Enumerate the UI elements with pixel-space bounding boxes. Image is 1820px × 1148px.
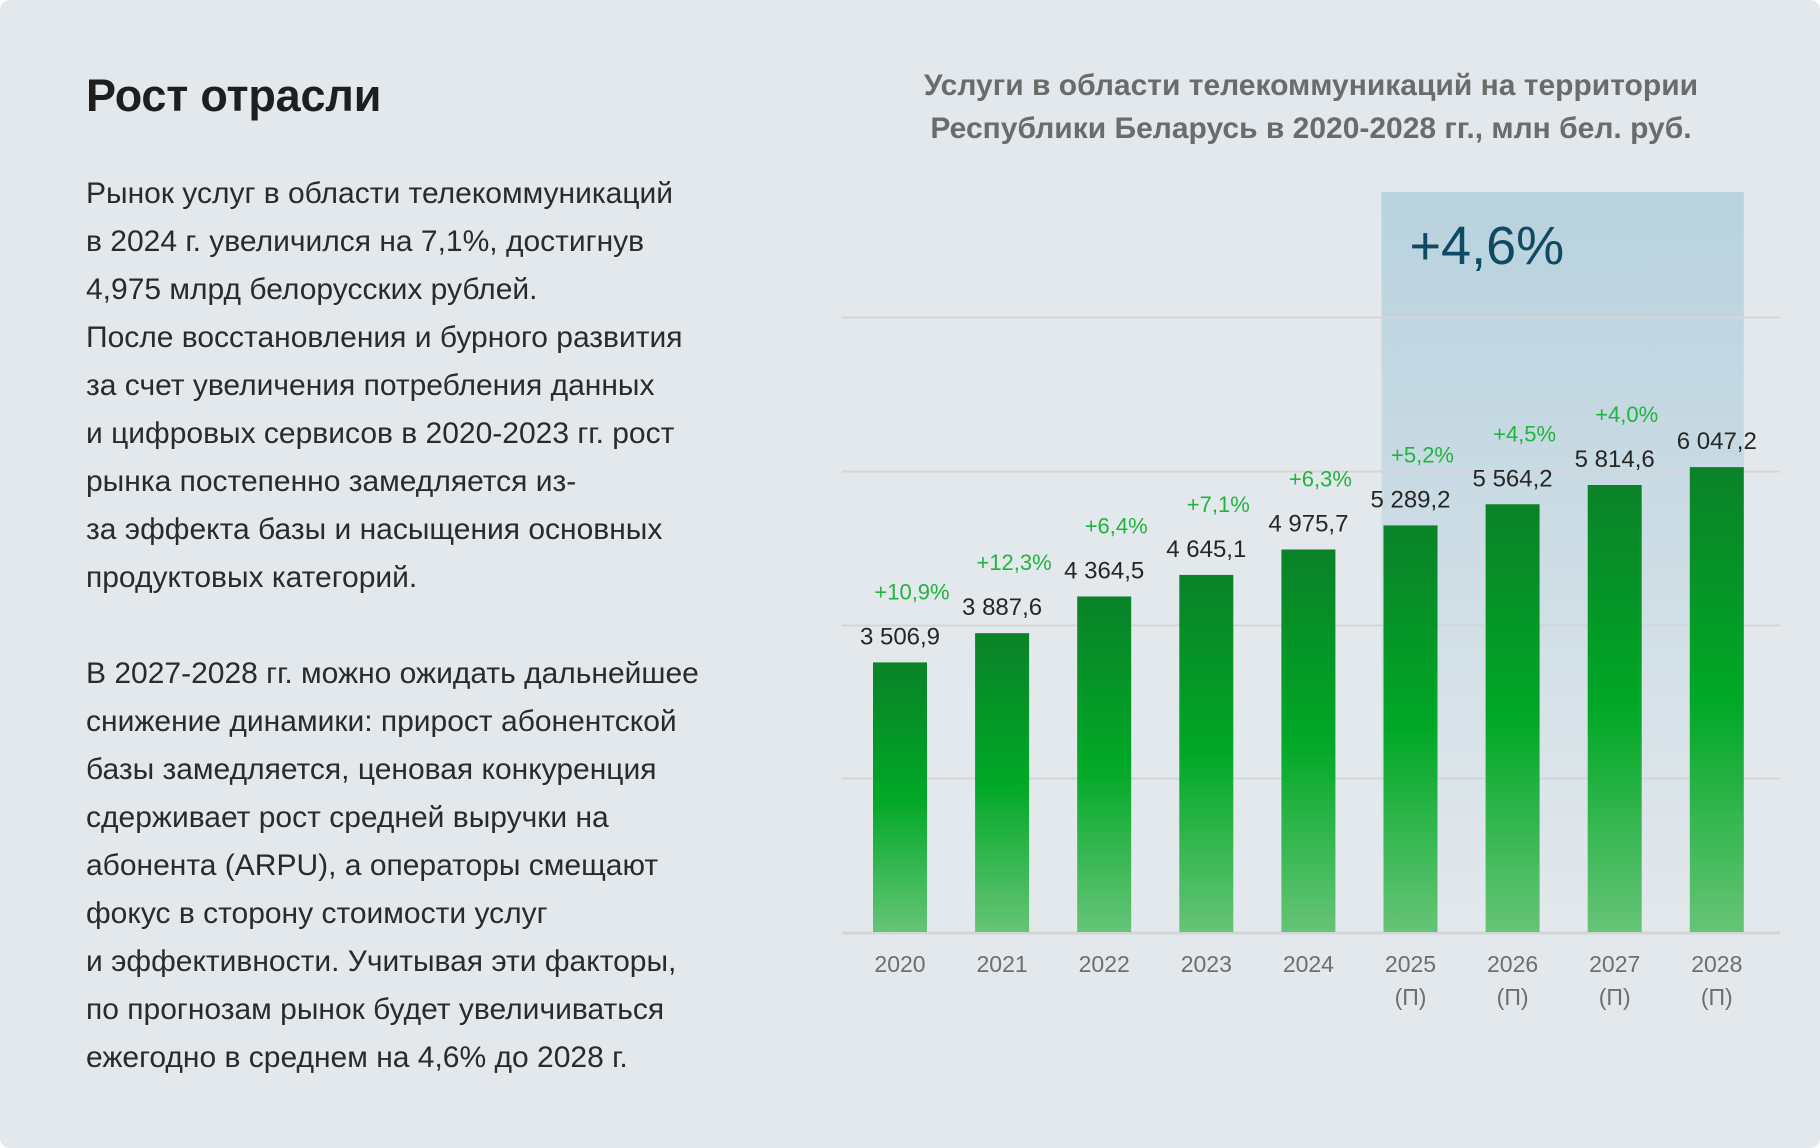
value-label: 5 564,2 xyxy=(1473,465,1553,492)
text-line: базы замедляется, ценовая конкуренция xyxy=(86,753,657,786)
value-label: 6 047,2 xyxy=(1677,428,1757,455)
text-line: за счет увеличения потребления данных xyxy=(86,369,655,402)
growth-label: +6,4% xyxy=(1085,513,1148,538)
bar-2021 xyxy=(975,633,1030,932)
value-label: 3 506,9 xyxy=(860,623,940,650)
text-line: абонента (ARPU), а операторы смещают xyxy=(86,849,659,882)
chart-title-line: Республики Беларусь в 2020-2028 гг., млн… xyxy=(930,112,1692,145)
x-tick-label: 2020 xyxy=(874,951,925,977)
x-tick-label: 2021 xyxy=(977,951,1028,977)
bar-2028 xyxy=(1689,467,1744,932)
forecast-highlight-region xyxy=(1381,192,1744,932)
text-line: Рынок услуг в области телекоммуникаций xyxy=(86,177,674,210)
x-tick-label: 2023 xyxy=(1181,951,1232,977)
text-line: В 2027-2028 гг. можно ожидать дальнейшее xyxy=(86,657,699,690)
value-label: 3 887,6 xyxy=(962,594,1042,621)
paragraph-growth-summary: Рынок услуг в области телекоммуникаций в… xyxy=(86,170,806,602)
text-line: и эффективности. Учитывая эти факторы, xyxy=(86,945,677,978)
value-label: 5 814,6 xyxy=(1575,446,1655,473)
x-tick-sublabel: (П) xyxy=(1599,984,1631,1010)
paragraph-forecast: В 2027-2028 гг. можно ожидать дальнейшее… xyxy=(86,650,806,1082)
text-line: фокус в сторону стоимости услуг xyxy=(86,897,548,930)
forecast-cagr-label: +4,6% xyxy=(1410,216,1565,276)
text-line: в 2024 г. увеличился на 7,1%, достигнув xyxy=(86,225,645,258)
x-tick-label: 2024 xyxy=(1283,951,1334,977)
text-line: за эффекта базы и насыщения основных xyxy=(86,513,663,546)
bar-2022 xyxy=(1077,596,1132,932)
bar-2024 xyxy=(1281,549,1336,932)
value-label: 5 289,2 xyxy=(1370,486,1450,513)
chart-title-line: Услуги в области телекоммуникаций на тер… xyxy=(923,69,1699,102)
x-tick-label: 2028 xyxy=(1691,951,1742,977)
x-tick-label: 2026 xyxy=(1487,951,1538,977)
x-tick-label: 2025 xyxy=(1385,951,1436,977)
growth-label: +7,1% xyxy=(1187,492,1250,517)
growth-label: +5,2% xyxy=(1391,442,1454,467)
growth-label: +10,9% xyxy=(874,579,949,604)
section-heading: Рост отрасли xyxy=(86,70,382,121)
text-line: снижение динамики: прирост абонентской xyxy=(86,705,677,738)
x-tick-sublabel: (П) xyxy=(1497,984,1529,1010)
x-tick-label: 2027 xyxy=(1589,951,1640,977)
growth-label: +12,3% xyxy=(976,550,1051,575)
bar-2027 xyxy=(1587,485,1642,932)
text-line: и цифровых сервисов в 2020-2023 гг. рост xyxy=(86,417,675,450)
text-line: по прогнозам рынок будет увеличиваться xyxy=(86,993,665,1026)
growth-label: +4,5% xyxy=(1493,421,1556,446)
x-tick-sublabel: (П) xyxy=(1395,984,1427,1010)
text-line: После восстановления и бурного развития xyxy=(86,321,683,354)
growth-label: +4,0% xyxy=(1595,402,1658,427)
text-line: 4,975 млрд белорусских рублей. xyxy=(86,273,538,306)
bar-2025 xyxy=(1383,525,1438,932)
bar-2026 xyxy=(1485,504,1540,932)
value-label: 4 364,5 xyxy=(1064,557,1144,584)
text-line: продуктовых категорий. xyxy=(86,561,418,594)
value-label: 4 975,7 xyxy=(1268,510,1348,537)
x-tick-label: 2022 xyxy=(1079,951,1130,977)
text-line: сдерживает рост средней выручки на xyxy=(86,801,609,834)
bar-2020 xyxy=(873,662,927,932)
description-text: Рынок услуг в области телекоммуникаций в… xyxy=(86,170,806,1082)
bar-2023 xyxy=(1179,574,1234,932)
chart-title: Услуги в области телекоммуникаций на тер… xyxy=(860,64,1762,150)
text-line: ежегодно в среднем на 4,6% до 2028 г. xyxy=(86,1041,628,1074)
text-line: рынка постепенно замедляется из- xyxy=(86,465,577,498)
value-label: 4 645,1 xyxy=(1166,536,1246,563)
growth-label: +6,3% xyxy=(1289,466,1352,491)
x-tick-sublabel: (П) xyxy=(1701,984,1733,1010)
